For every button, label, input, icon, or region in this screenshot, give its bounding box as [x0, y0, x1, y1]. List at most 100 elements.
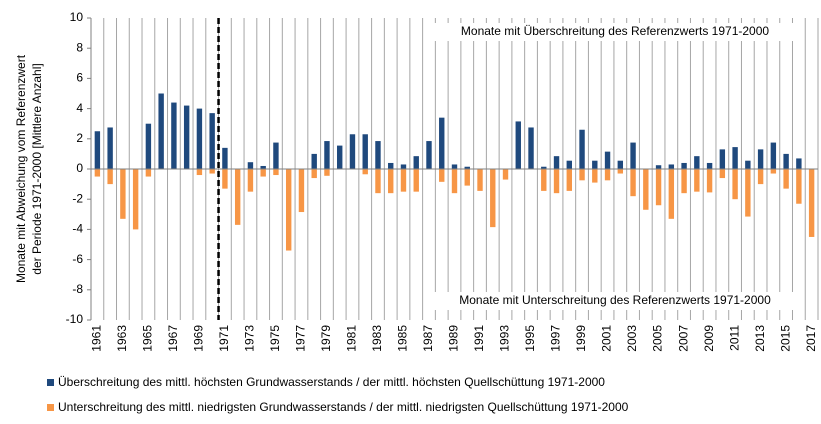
bar — [209, 113, 215, 169]
bar — [541, 169, 547, 191]
bar — [630, 169, 636, 197]
bar — [362, 134, 368, 169]
x-tick-label: 1981 — [345, 325, 359, 352]
y-tick-label: 2 — [76, 131, 83, 145]
x-tick-label: 1985 — [396, 325, 410, 352]
x-tick-label: 1989 — [447, 325, 461, 352]
bar — [808, 169, 815, 237]
bar — [349, 134, 356, 169]
bar — [694, 156, 700, 169]
y-tick-label: 6 — [76, 71, 83, 85]
bar — [107, 127, 113, 169]
bar — [298, 169, 305, 213]
y-axis-label: der Periode 1971-2000 [Mittlere Anzahl] — [30, 63, 44, 274]
bar — [706, 162, 713, 169]
x-tick-label: 1965 — [141, 325, 155, 352]
x-tick-label: 1971 — [217, 325, 231, 352]
x-tick-label: 1961 — [90, 325, 104, 352]
bar — [655, 165, 662, 169]
bar — [796, 158, 802, 169]
y-tick-label: -6 — [72, 252, 83, 266]
bar — [694, 169, 700, 192]
x-tick-label: 2005 — [651, 325, 665, 352]
bar — [158, 93, 164, 169]
bar — [247, 169, 254, 192]
x-tick-label: 1963 — [115, 325, 129, 352]
bar — [732, 169, 738, 200]
x-tick-label: 1993 — [498, 325, 512, 352]
bar — [337, 145, 343, 169]
bar — [400, 164, 407, 169]
bar — [324, 169, 330, 176]
bar — [324, 141, 330, 169]
bar — [745, 160, 751, 169]
bar — [681, 162, 687, 169]
bar — [375, 141, 381, 169]
bar — [234, 169, 241, 225]
x-tick-label: 1997 — [549, 325, 563, 352]
bar — [668, 169, 675, 219]
bar — [579, 169, 585, 181]
y-tick-label: 8 — [76, 40, 83, 54]
annotation-background — [432, 292, 798, 310]
bar — [451, 169, 458, 194]
bar — [94, 131, 101, 169]
bar — [362, 169, 368, 175]
bar — [183, 105, 190, 169]
x-tick-label: 2015 — [778, 325, 792, 352]
bar — [796, 169, 802, 204]
y-tick-label: -10 — [66, 312, 84, 326]
bar — [311, 153, 317, 169]
bar — [388, 162, 394, 169]
bar — [464, 166, 470, 169]
x-tick-label: 2017 — [804, 325, 818, 352]
bar — [630, 142, 636, 169]
bar — [783, 153, 789, 169]
bar — [566, 160, 572, 169]
bar — [655, 169, 662, 206]
bar — [617, 169, 624, 174]
x-tick-label: 1991 — [472, 325, 486, 352]
bar — [502, 169, 509, 180]
annotation: Monate mit Überschreitung des Referenzwe… — [461, 24, 769, 38]
bar — [719, 149, 726, 169]
bar — [209, 169, 215, 174]
x-tick-label: 2009 — [702, 325, 716, 352]
bar — [273, 169, 279, 176]
bar — [515, 121, 521, 169]
y-tick-label: -2 — [72, 191, 83, 205]
bar — [783, 169, 789, 189]
bar — [260, 165, 266, 169]
bar — [528, 127, 534, 169]
bar — [388, 169, 394, 194]
bar — [413, 156, 419, 169]
bar — [311, 169, 317, 179]
annotation: Monate mit Unterschreitung des Referenzw… — [459, 293, 771, 307]
x-tick-label: 2013 — [753, 325, 767, 352]
legend-label: Unterschreitung des mittl. niedrigsten G… — [58, 400, 629, 414]
legend-swatch — [47, 379, 54, 386]
bar — [477, 169, 483, 191]
bar — [617, 160, 624, 169]
bar — [145, 169, 152, 177]
bar — [222, 169, 228, 189]
bar — [273, 142, 279, 169]
bar — [120, 169, 126, 219]
bar — [553, 169, 560, 194]
bar — [222, 147, 228, 169]
x-tick-label: 2007 — [676, 325, 690, 352]
bar — [604, 151, 611, 169]
bar — [426, 141, 432, 169]
x-tick-label: 1975 — [268, 325, 282, 352]
y-tick-label: 10 — [70, 10, 84, 24]
y-tick-label: 0 — [76, 161, 83, 175]
bar — [490, 169, 496, 228]
x-tick-label: 1999 — [574, 325, 588, 352]
bar — [107, 169, 113, 185]
x-tick-label: 1987 — [421, 325, 435, 352]
bar — [451, 164, 458, 169]
x-tick-label: 1973 — [243, 325, 257, 352]
bar — [132, 169, 139, 230]
bar — [719, 169, 726, 179]
bar — [757, 169, 764, 185]
